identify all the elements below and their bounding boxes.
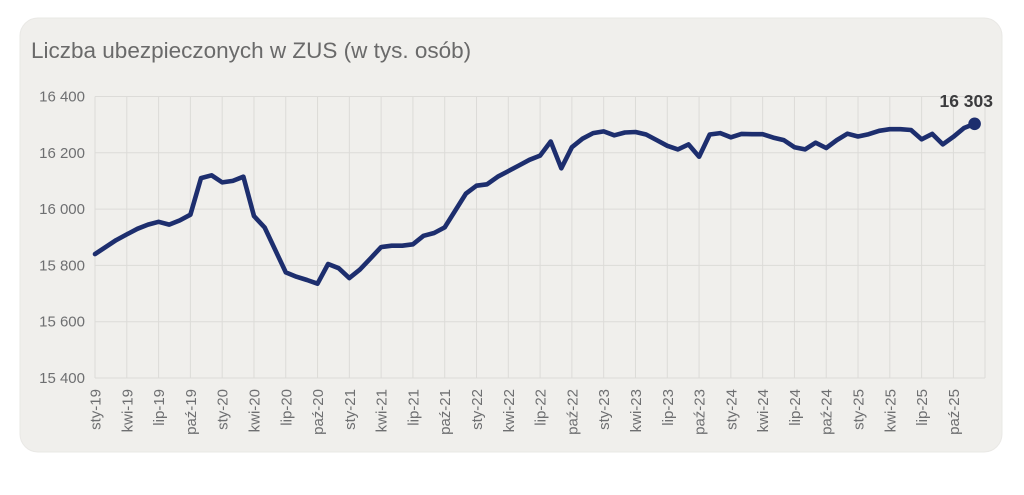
- y-tick-label: 16 400: [39, 89, 85, 106]
- x-tick-label: sty-24: [723, 389, 740, 430]
- x-tick-label: kwi-23: [628, 389, 645, 432]
- x-tick-label: paź-21: [437, 389, 454, 435]
- x-tick-label: lip-21: [405, 389, 422, 426]
- insured-series-line: [92, 121, 977, 287]
- y-tick-label: 16 200: [39, 145, 85, 162]
- x-tick-label: paź-19: [183, 389, 200, 435]
- x-tick-label: paź-25: [946, 389, 963, 435]
- y-tick-label: 15 600: [39, 314, 85, 331]
- x-tick-label: lip-22: [533, 389, 550, 426]
- x-tick-label: lip-19: [151, 389, 168, 426]
- y-tick-label: 16 000: [39, 201, 85, 218]
- x-tick-label: sty-23: [596, 389, 613, 430]
- x-tick-label: kwi-20: [246, 389, 263, 432]
- x-tick-label: paź-24: [819, 389, 836, 435]
- last-point-dot: [968, 117, 981, 131]
- x-tick-label: sty-22: [469, 389, 486, 430]
- x-tick-label: kwi-24: [755, 389, 772, 432]
- x-tick-label: lip-20: [278, 389, 295, 426]
- x-tick-label: sty-21: [342, 389, 359, 430]
- x-tick-label: kwi-22: [501, 389, 518, 432]
- grid-layer: [94, 96, 986, 379]
- x-tick-label: kwi-25: [882, 389, 899, 432]
- x-tick-label: kwi-21: [374, 389, 391, 432]
- x-tick-label: sty-25: [851, 389, 868, 430]
- x-tick-label: lip-25: [914, 389, 931, 426]
- x-tick-label: lip-23: [660, 389, 677, 426]
- x-tick-label: kwi-19: [119, 389, 136, 432]
- y-tick-label: 15 400: [39, 370, 85, 387]
- x-tick-label: lip-24: [787, 389, 804, 426]
- last-value-label: 16 303: [939, 91, 993, 111]
- x-tick-label: paź-22: [564, 389, 581, 435]
- x-tick-label: paź-23: [692, 389, 709, 435]
- x-tick-label: sty-20: [215, 389, 232, 430]
- x-tick-label: paź-20: [310, 389, 327, 435]
- x-tick-label: sty-19: [88, 389, 105, 430]
- chart-card: [19, 17, 1003, 453]
- chart-title: Liczba ubezpieczonych w ZUS (w tys. osób…: [31, 38, 471, 63]
- series-layer: [92, 117, 981, 287]
- y-tick-label: 15 800: [39, 257, 85, 274]
